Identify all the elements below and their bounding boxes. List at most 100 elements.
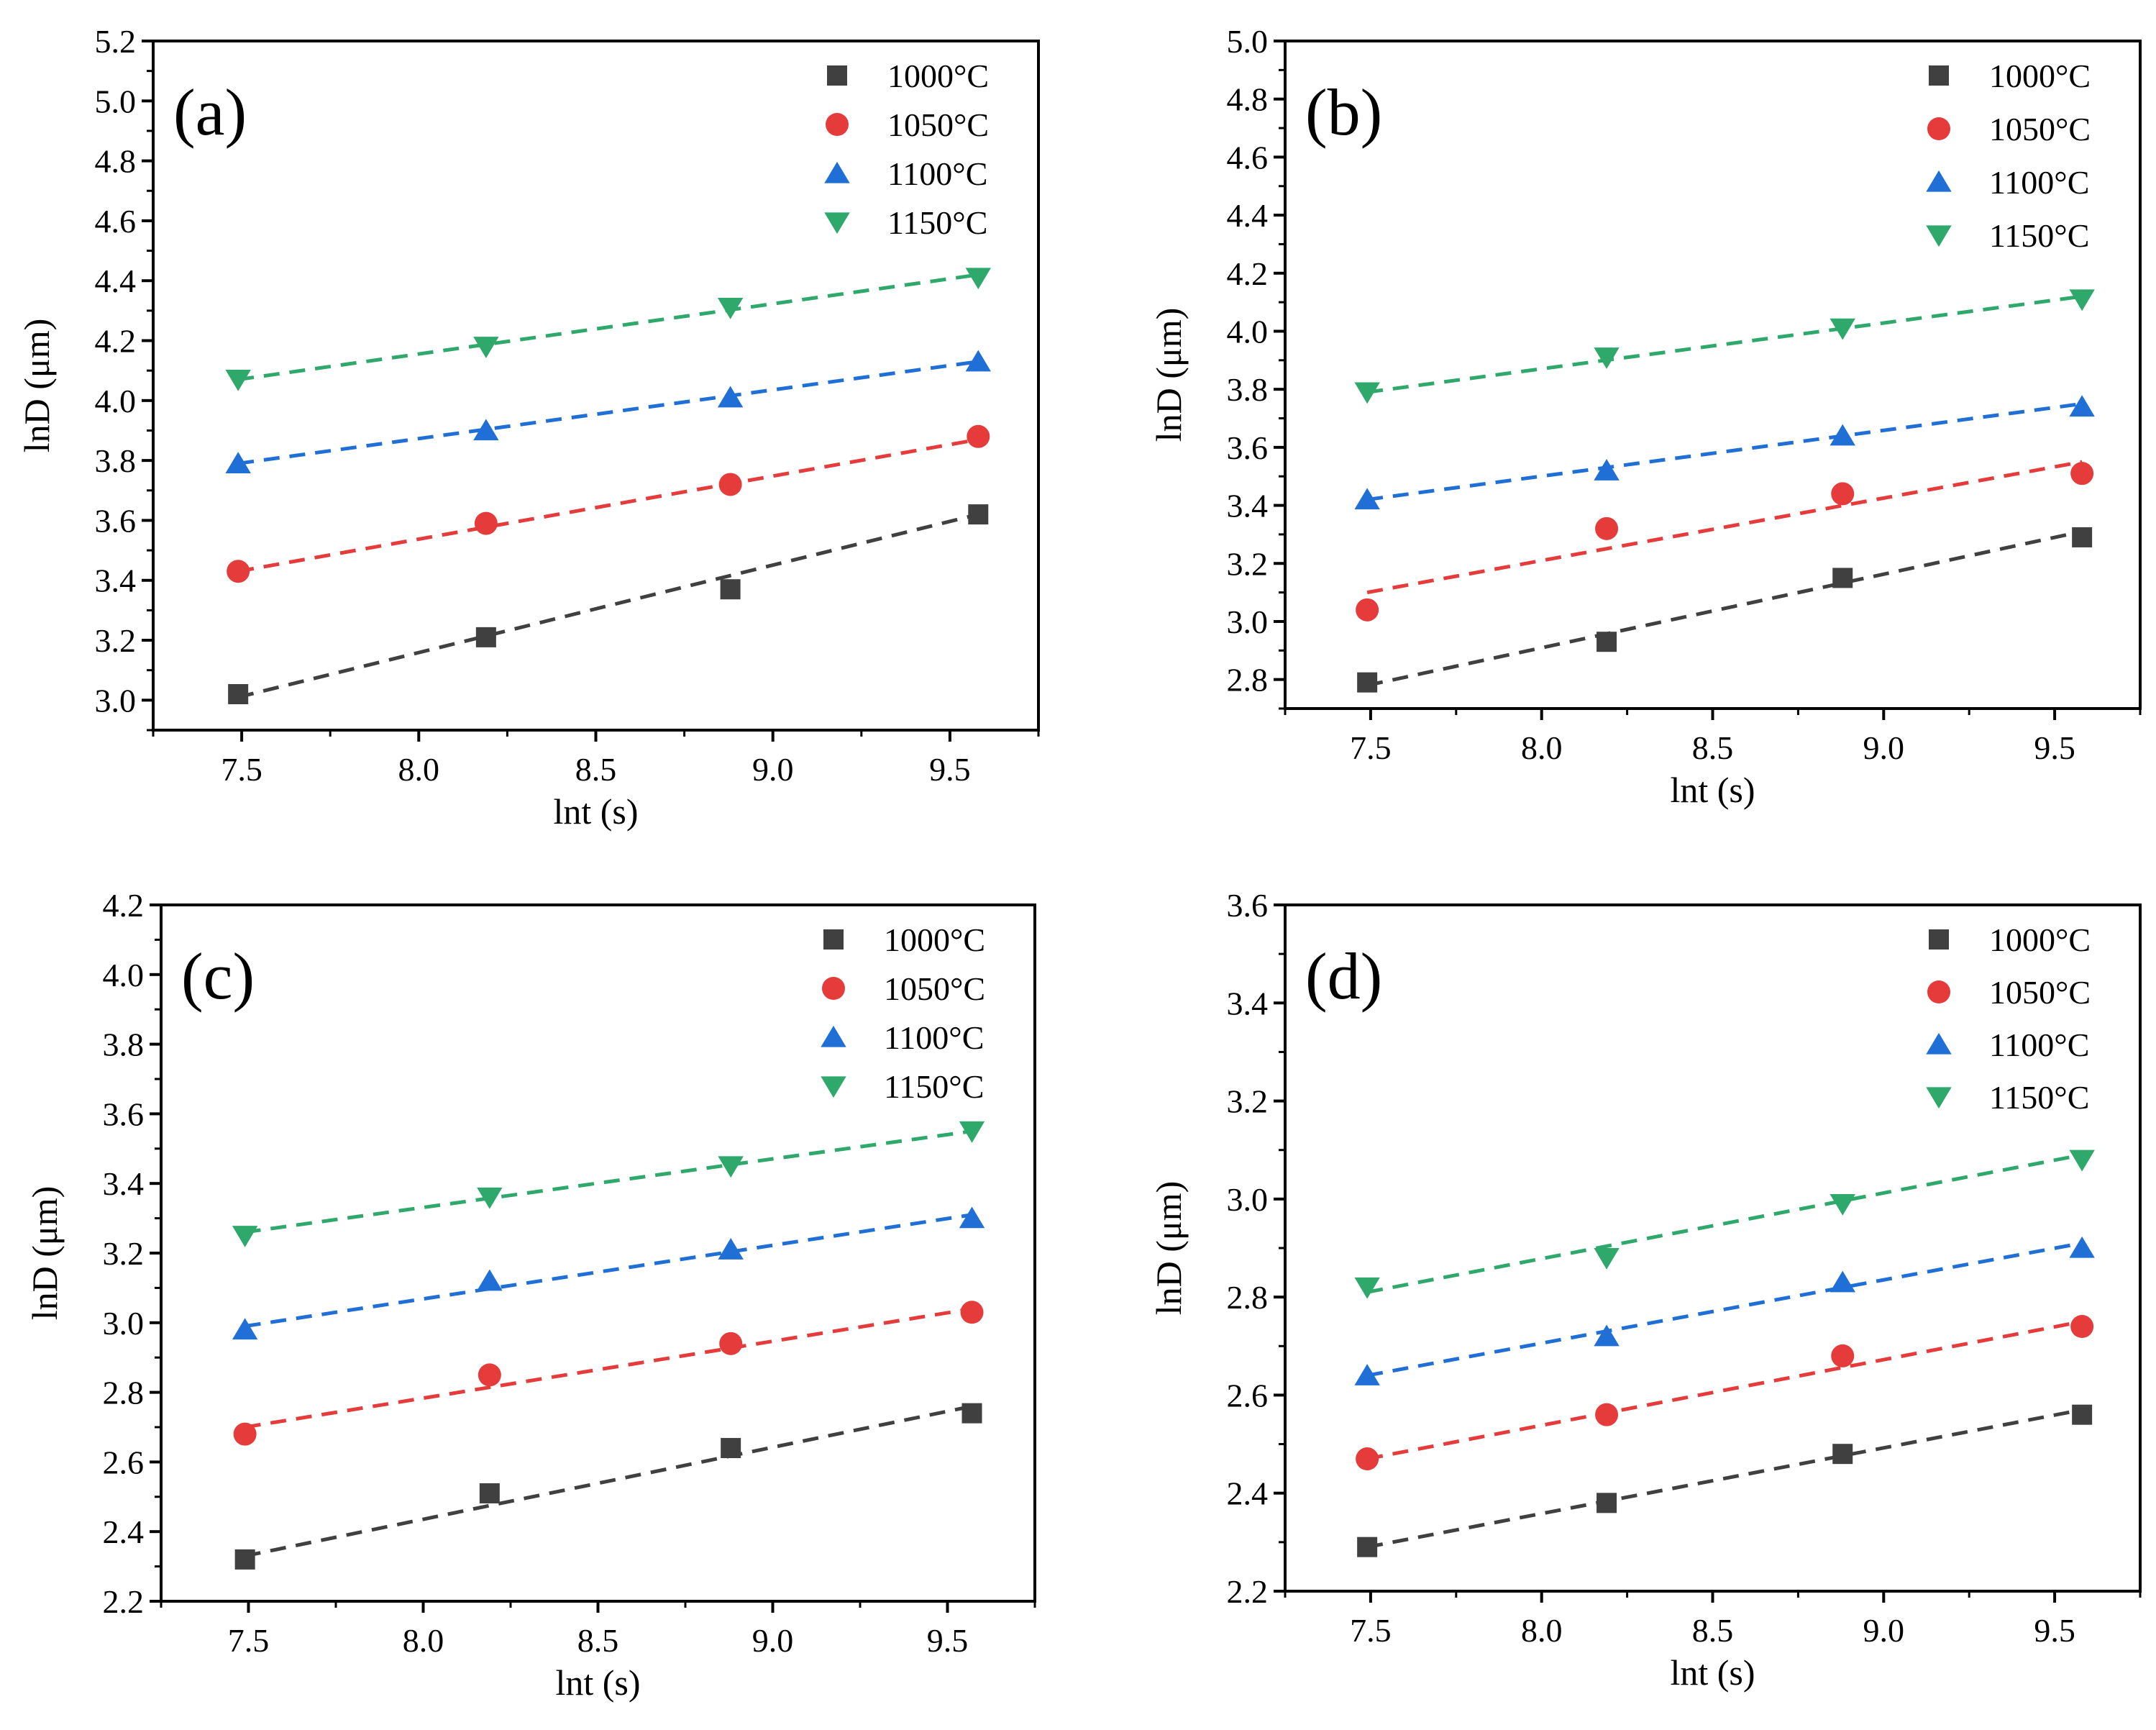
y-tick-label: 3.0 [1227, 604, 1269, 640]
legend-label: 1000°C [884, 921, 985, 958]
y-axis-title: lnD (μm) [1148, 1181, 1189, 1316]
legend-marker [823, 929, 844, 950]
y-tick-label: 4.0 [95, 383, 137, 419]
y-tick-label: 5.0 [1227, 23, 1269, 60]
y-tick-label: 4.6 [1227, 139, 1269, 176]
y-tick-label: 2.4 [1227, 1475, 1269, 1512]
y-tick-label: 3.8 [1227, 371, 1269, 408]
legend-marker [821, 1076, 846, 1098]
data-point [1354, 382, 1380, 404]
data-point [2069, 289, 2095, 311]
x-tick-label: 7.5 [1350, 729, 1392, 766]
y-tick-label: 3.6 [1227, 887, 1269, 924]
y-tick-label: 3.2 [103, 1235, 145, 1272]
data-point [721, 1438, 741, 1459]
legend-label: 1000°C [1989, 921, 2091, 958]
data-point [2072, 527, 2093, 547]
data-point [1831, 1344, 1855, 1367]
data-point [1830, 1270, 1855, 1293]
fit-line [237, 360, 979, 465]
data-point [1595, 516, 1619, 540]
data-point [968, 504, 989, 525]
y-tick-label: 3.8 [103, 1026, 145, 1063]
data-point [959, 1121, 985, 1143]
y-tick-label: 3.0 [95, 682, 137, 719]
x-axis-title: lnt (s) [1670, 1652, 1755, 1693]
panel-c: 7.5 8.0 8.5 9.0 9.5 2.2 2.4 2.6 2.8 3.0 3.2 3.4 3.6 3… [24, 887, 1036, 1703]
x-tick-label: 9.5 [927, 1622, 969, 1659]
fit-line [1366, 1408, 2083, 1549]
x-tick-label: 8.5 [577, 1622, 619, 1659]
panel-label: (b) [1305, 76, 1382, 149]
x-tick-label: 9.0 [1863, 729, 1905, 766]
data-point [1354, 488, 1380, 510]
data-point [1831, 482, 1855, 506]
legend-marker [1926, 1032, 1952, 1055]
y-tick-label: 2.8 [1227, 662, 1269, 698]
data-point [479, 1483, 500, 1503]
x-tick-label: 7.5 [228, 1622, 270, 1659]
data-point [2070, 1315, 2094, 1339]
data-point [1354, 1364, 1380, 1385]
legend-label: 1150°C [887, 204, 987, 241]
fit-line [1366, 1153, 2083, 1294]
data-point [1595, 1403, 1619, 1426]
y-tick-label: 3.4 [103, 1165, 145, 1202]
y-tick-label: 4.0 [1227, 313, 1269, 350]
data-point [234, 1549, 255, 1570]
y-tick-label: 3.6 [103, 1096, 145, 1132]
data-point [1594, 459, 1620, 481]
plot-frame [160, 903, 1036, 1603]
data-point [228, 684, 249, 705]
data-point [1356, 598, 1379, 622]
y-tick-label: 2.2 [1227, 1573, 1269, 1610]
data-point [1594, 347, 1620, 369]
y-tick-label: 4.2 [1227, 255, 1269, 292]
data-point [227, 560, 250, 583]
data-point [1830, 1193, 1855, 1216]
legend-marker [1926, 1087, 1952, 1109]
x-tick-label: 9.5 [929, 751, 971, 788]
y-axis-title: lnD (μm) [17, 319, 57, 453]
x-tick-label: 9.5 [2034, 729, 2075, 766]
x-tick-label: 9.0 [1863, 1612, 1905, 1649]
data-point [717, 298, 744, 319]
data-point [233, 1422, 257, 1446]
x-axis-title: lnt (s) [553, 791, 638, 832]
y-tick-label: 3.4 [1227, 488, 1269, 524]
data-point [960, 1301, 984, 1324]
data-point [232, 1226, 258, 1247]
data-point [2069, 395, 2095, 417]
fit-line [245, 1129, 972, 1234]
y-tick-label: 4.2 [103, 887, 145, 924]
y-tick-label: 3.2 [1227, 1083, 1269, 1120]
legend-label: 1100°C [887, 155, 987, 192]
y-tick-label: 3.4 [1227, 985, 1269, 1021]
y-tick-label: 2.6 [1227, 1377, 1269, 1413]
legend-marker [1927, 980, 1950, 1003]
data-point [1832, 1444, 1853, 1465]
y-tick-label: 3.2 [1227, 545, 1269, 582]
panel-label: (a) [173, 76, 247, 149]
legend-marker [821, 1025, 846, 1047]
y-tick-label: 3.6 [1227, 429, 1269, 466]
y-tick-label: 4.2 [95, 323, 137, 360]
legend-marker [822, 977, 845, 1000]
legend-marker [1926, 225, 1952, 247]
data-point [232, 1318, 258, 1340]
x-tick-label: 8.5 [575, 751, 617, 788]
legend-label: 1050°C [887, 106, 989, 143]
fit-line [1366, 1319, 2083, 1461]
y-tick-label: 5.2 [95, 23, 137, 60]
data-point [719, 1331, 743, 1355]
legend-label: 1000°C [1989, 58, 2091, 94]
legend-marker [1927, 117, 1950, 140]
fit-line [1366, 460, 2083, 595]
data-point [1597, 632, 1617, 652]
x-tick-label: 7.5 [221, 751, 262, 788]
y-tick-label: 3.6 [95, 502, 137, 539]
x-tick-label: 8.0 [1521, 729, 1563, 766]
legend-marker [1929, 929, 1949, 950]
data-point [2070, 462, 2094, 486]
